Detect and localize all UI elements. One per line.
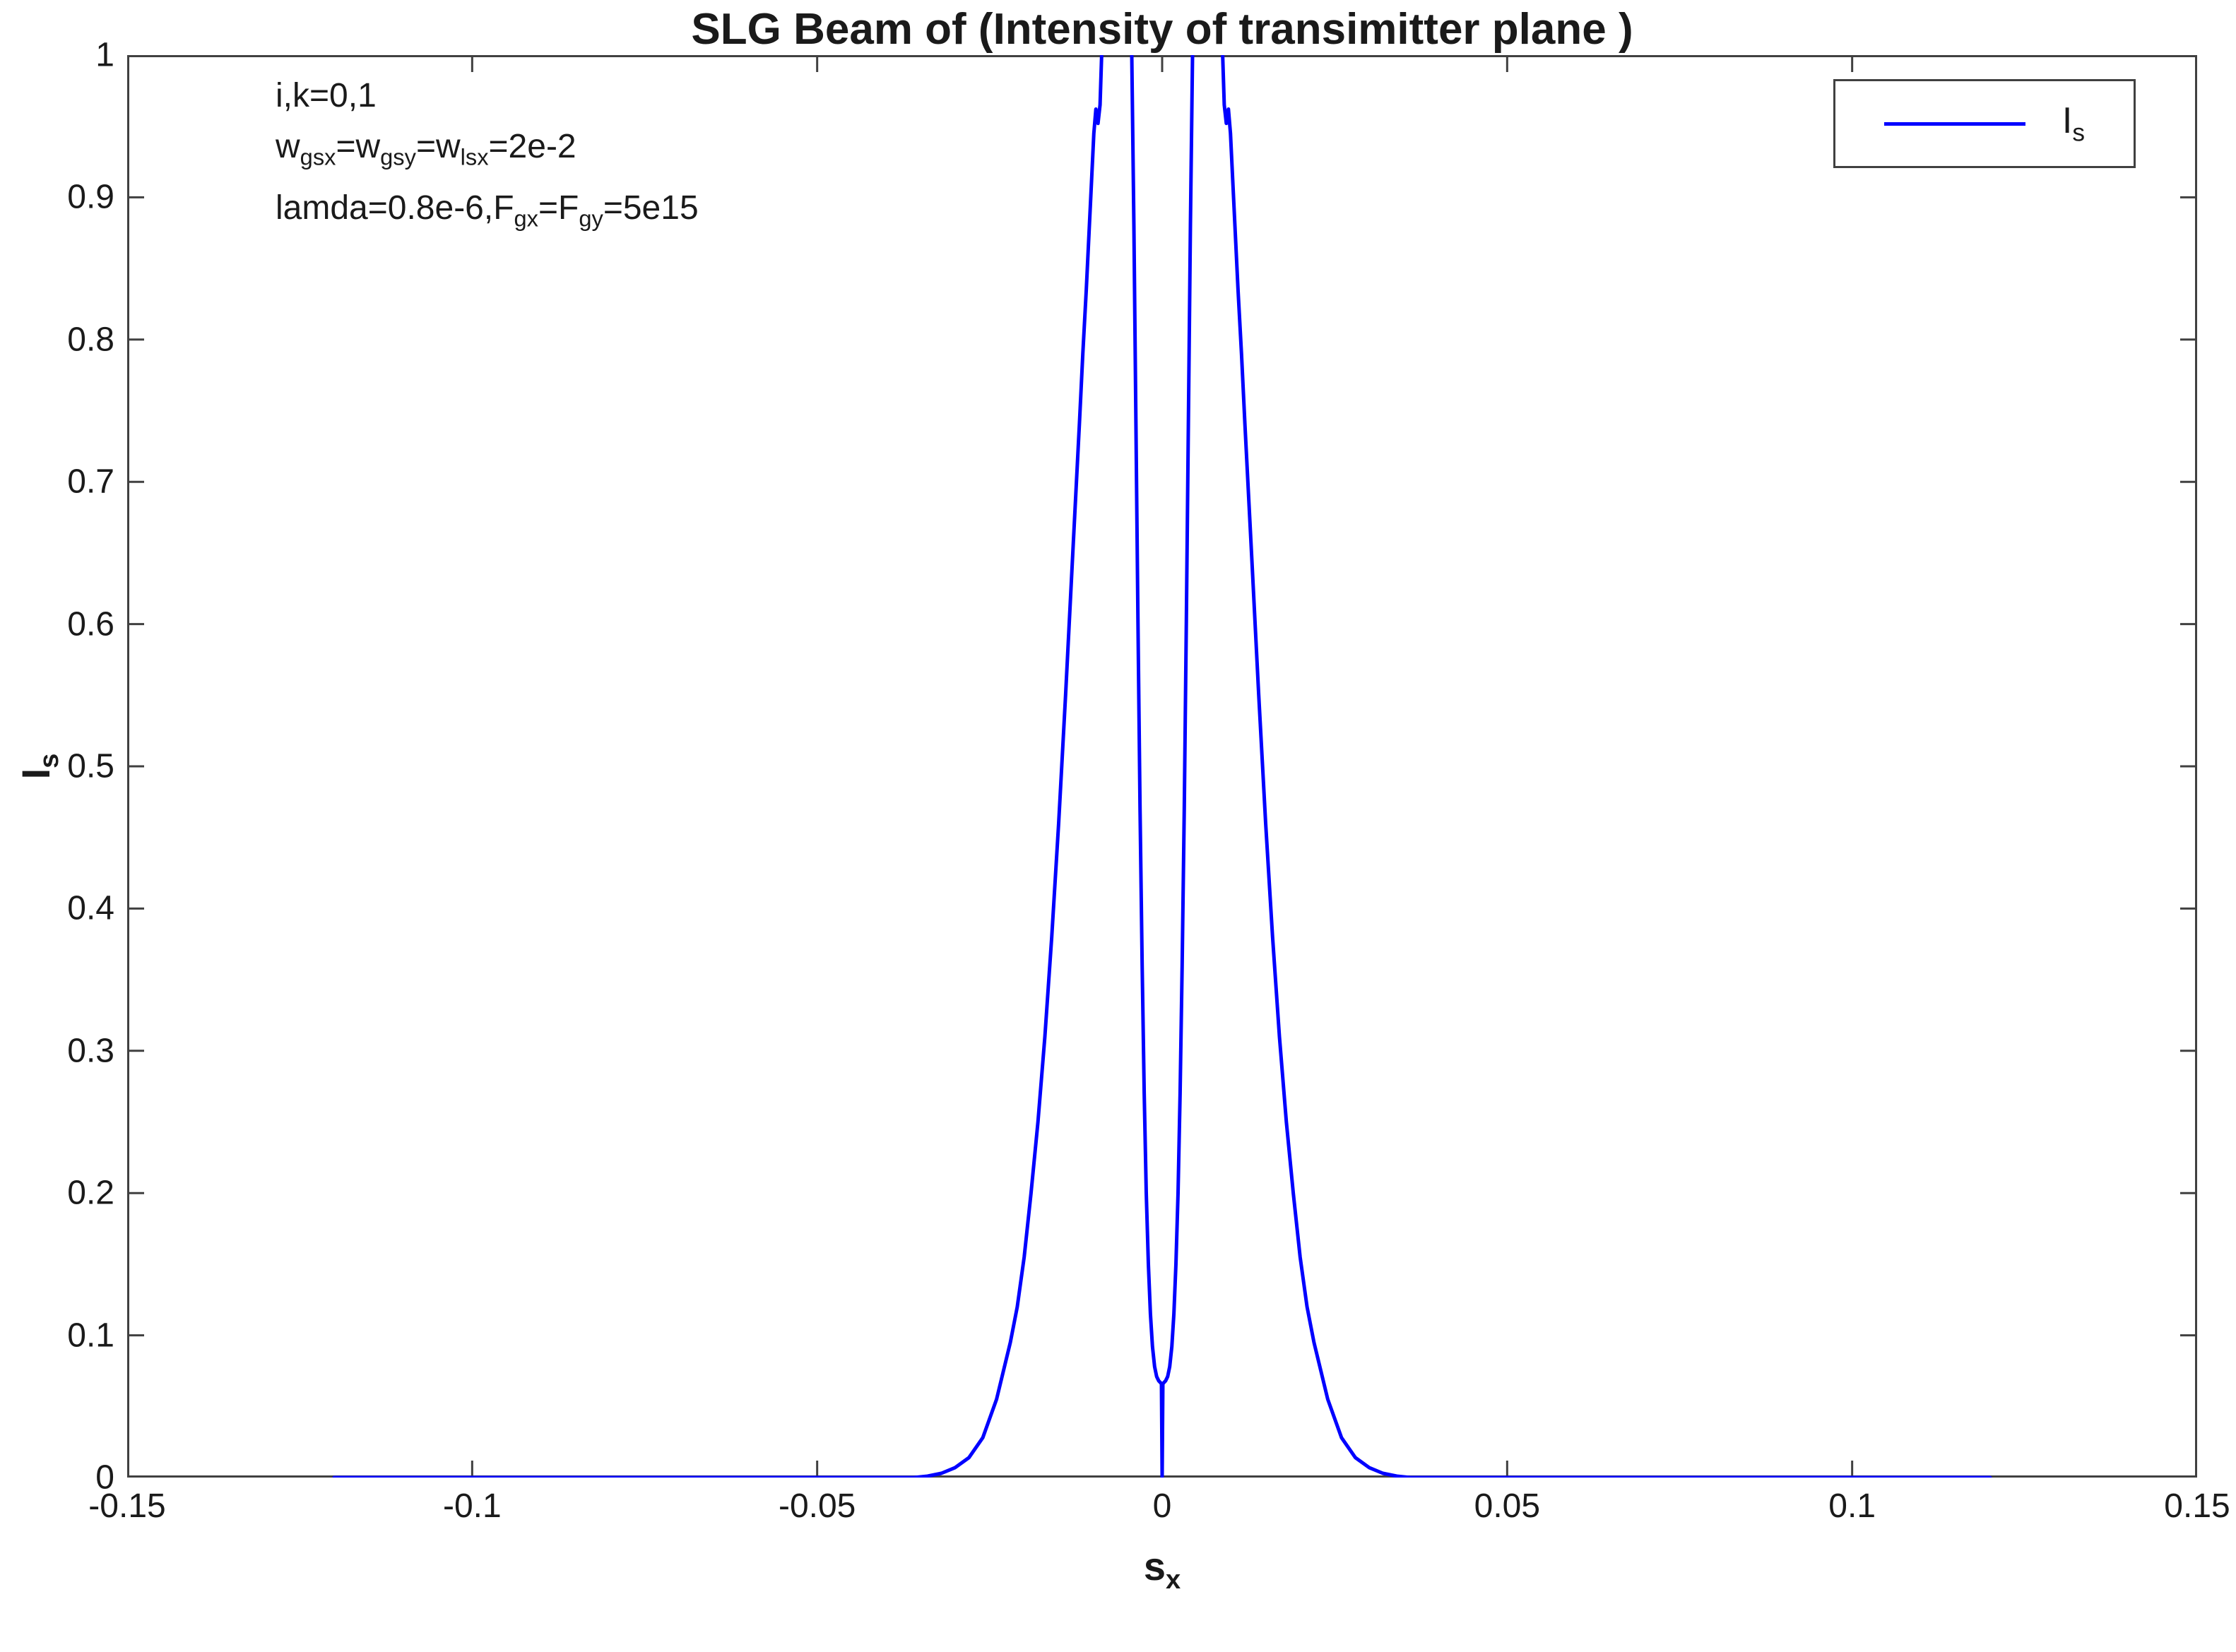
legend-box: Is [1833, 79, 2136, 168]
x-tick-label: 0 [1152, 1487, 1172, 1525]
y-tick-label: 1 [95, 36, 114, 74]
annotation-block: i,k=0,1 wgsx=wgsy=wlsx=2e-2 lamda=0.8e-6,F… [276, 71, 699, 244]
y-tick-label: 0 [95, 1458, 114, 1497]
annotation-line: i,k=0,1 [276, 77, 377, 114]
y-tick-label: 0.5 [67, 747, 114, 785]
y-tick-label: 0.7 [67, 463, 114, 501]
y-tick-label: 0.6 [67, 605, 114, 643]
legend-line-sample-icon [1883, 121, 2025, 126]
y-tick-label: 0.9 [67, 178, 114, 216]
x-axis-label: sx [1143, 1544, 1181, 1595]
chart-title: SLG Beam of (Intensity of transimitter p… [691, 5, 1633, 54]
x-tick-label: 0.1 [1828, 1487, 1876, 1525]
y-tick-label: 0.3 [67, 1032, 114, 1070]
y-tick-label: 0.2 [67, 1174, 114, 1212]
y-tick-label: 0.8 [67, 321, 114, 359]
plot-canvas [127, 55, 2197, 1478]
y-tick-label: 0.1 [67, 1317, 114, 1355]
x-tick-label: 0.15 [2164, 1487, 2230, 1525]
legend-label: Is [2062, 100, 2086, 147]
annotation-line: wgsx=wgsy=wlsx=2e-2 [276, 128, 576, 170]
axes-box [127, 55, 2197, 1478]
y-tick-label: 0.4 [67, 889, 114, 927]
x-tick-label: 0.05 [1474, 1487, 1541, 1525]
annotation-line: lamda=0.8e-6,Fgx=Fgy=5e15 [276, 189, 699, 232]
x-tick-label: -0.1 [442, 1487, 502, 1525]
intensity-curve [332, 55, 1992, 1478]
plot-area [127, 55, 2197, 1478]
x-tick-label: -0.05 [778, 1487, 856, 1525]
x-tick-label: -0.15 [88, 1487, 166, 1525]
